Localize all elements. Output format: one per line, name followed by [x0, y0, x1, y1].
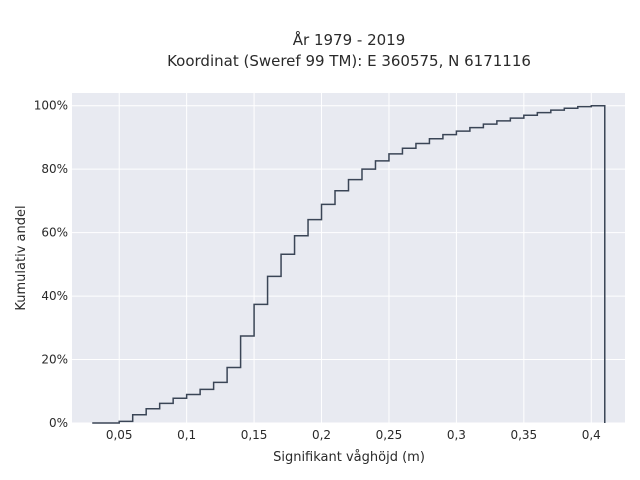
x-tick-label: 0,35: [510, 428, 537, 442]
x-tick-label: 0,4: [582, 428, 601, 442]
x-tick-label: 0,25: [376, 428, 403, 442]
y-tick-label: 60%: [41, 226, 68, 240]
x-tick-label: 0,15: [241, 428, 268, 442]
series-layer: [92, 104, 606, 424]
series-line-0: [92, 104, 606, 424]
chart-subtitle: Koordinat (Sweref 99 TM): E 360575, N 61…: [167, 52, 531, 70]
x-tick-label: 0,3: [447, 428, 466, 442]
y-tick-label: 20%: [41, 353, 68, 367]
x-axis-label: Signifikant våghöjd (m): [273, 450, 425, 465]
chart-title: År 1979 - 2019: [293, 30, 406, 49]
y-tick-label: 100%: [34, 99, 68, 113]
y-tick-label: 80%: [41, 162, 68, 176]
tick-layer: 0,05 0,1 0,15 0,2 0,25 0,3 0,35 0,4 0% 20% 40% 60% 8…: [34, 99, 601, 442]
grid-layer: [72, 93, 625, 424]
plot-area: [72, 93, 625, 423]
y-tick-label: 40%: [41, 289, 68, 303]
x-tick-label: 0,05: [106, 428, 133, 442]
x-tick-label: 0,1: [177, 428, 196, 442]
y-tick-label: 0%: [49, 416, 68, 430]
x-tick-label: 0,2: [312, 428, 331, 442]
y-axis-label: Kumulativ andel: [14, 205, 29, 310]
